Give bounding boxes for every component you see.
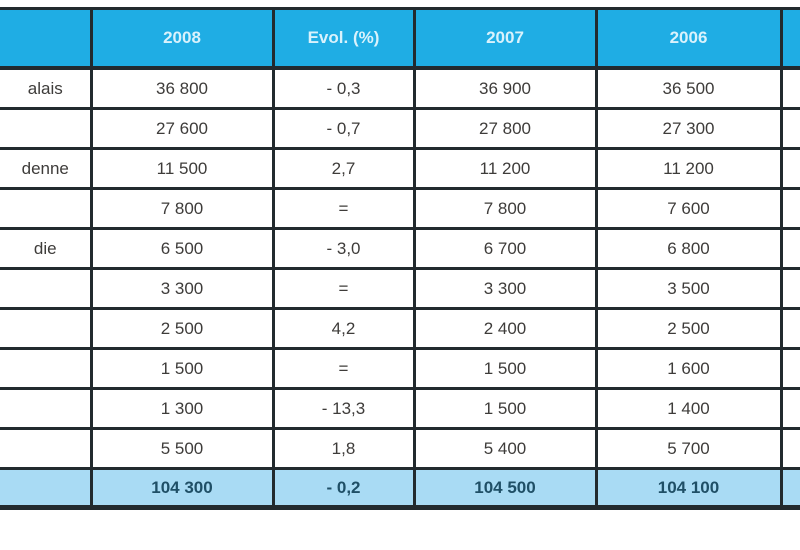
table-row: 2 500 4,2 2 400 2 500 <box>0 307 800 350</box>
value-2006-cell: 7 600 <box>594 187 783 230</box>
partial-cell <box>779 187 800 230</box>
value-2007-cell: 1 500 <box>412 347 598 390</box>
table-row: 1 500 = 1 500 1 600 <box>0 347 800 390</box>
value-2007-cell: 1 500 <box>412 387 598 430</box>
evol-cell: 1,8 <box>271 427 416 470</box>
table-header-row: 2008 Evol. (%) 2007 2006 <box>0 7 800 70</box>
table-row: 7 800 = 7 800 7 600 <box>0 187 800 230</box>
value-2008-cell: 1 300 <box>89 387 275 430</box>
value-2008-cell: 2 500 <box>89 307 275 350</box>
value-2007-cell: 11 200 <box>412 147 598 190</box>
partial-cell <box>779 427 800 470</box>
evol-cell: - 0,3 <box>271 66 416 110</box>
evol-cell: = <box>271 267 416 310</box>
partial-cell <box>779 307 800 350</box>
region-cell <box>0 307 93 350</box>
column-header-evol: Evol. (%) <box>271 7 416 70</box>
total-partial-cell <box>779 467 800 510</box>
region-cell <box>0 387 93 430</box>
partial-cell <box>779 107 800 150</box>
value-2007-cell: 27 800 <box>412 107 598 150</box>
evol-cell: - 13,3 <box>271 387 416 430</box>
region-cell: denne <box>0 147 93 190</box>
value-2007-cell: 3 300 <box>412 267 598 310</box>
table-row: 1 300 - 13,3 1 500 1 400 <box>0 387 800 430</box>
value-2007-cell: 5 400 <box>412 427 598 470</box>
table-row: 5 500 1,8 5 400 5 700 <box>0 427 800 470</box>
column-header-2007: 2007 <box>412 7 598 70</box>
evol-cell: - 0,7 <box>271 107 416 150</box>
partial-cell <box>779 387 800 430</box>
partial-cell <box>779 267 800 310</box>
value-2006-cell: 1 400 <box>594 387 783 430</box>
partial-cell <box>779 227 800 270</box>
total-region-cell <box>0 467 93 510</box>
column-header-region <box>0 7 93 70</box>
value-2006-cell: 2 500 <box>594 307 783 350</box>
partial-cell <box>779 347 800 390</box>
evol-cell: = <box>271 187 416 230</box>
region-cell <box>0 107 93 150</box>
value-2008-cell: 36 800 <box>89 66 275 110</box>
region-cell <box>0 347 93 390</box>
value-2008-cell: 3 300 <box>89 267 275 310</box>
table-row: die 6 500 - 3,0 6 700 6 800 <box>0 227 800 270</box>
table-row: 3 300 = 3 300 3 500 <box>0 267 800 310</box>
total-evol-cell: - 0,2 <box>271 467 416 510</box>
value-2006-cell: 27 300 <box>594 107 783 150</box>
statistics-table: 2008 Evol. (%) 2007 2006 alais 36 800 - … <box>0 7 800 510</box>
statistics-table-viewport: 2008 Evol. (%) 2007 2006 alais 36 800 - … <box>0 7 800 519</box>
table-total-row: 104 300 - 0,2 104 500 104 100 <box>0 467 800 510</box>
evol-cell: 2,7 <box>271 147 416 190</box>
value-2008-cell: 11 500 <box>89 147 275 190</box>
region-cell: alais <box>0 66 93 110</box>
column-header-2008: 2008 <box>89 7 275 70</box>
region-cell: die <box>0 227 93 270</box>
value-2007-cell: 2 400 <box>412 307 598 350</box>
table-row: denne 11 500 2,7 11 200 11 200 <box>0 147 800 190</box>
region-cell <box>0 267 93 310</box>
value-2007-cell: 6 700 <box>412 227 598 270</box>
value-2006-cell: 1 600 <box>594 347 783 390</box>
partial-cell <box>779 66 800 110</box>
table-row: alais 36 800 - 0,3 36 900 36 500 <box>0 66 800 110</box>
value-2006-cell: 6 800 <box>594 227 783 270</box>
value-2006-cell: 5 700 <box>594 427 783 470</box>
evol-cell: = <box>271 347 416 390</box>
value-2006-cell: 3 500 <box>594 267 783 310</box>
partial-cell <box>779 147 800 190</box>
evol-cell: 4,2 <box>271 307 416 350</box>
value-2008-cell: 5 500 <box>89 427 275 470</box>
column-header-2006: 2006 <box>594 7 783 70</box>
evol-cell: - 3,0 <box>271 227 416 270</box>
column-header-partial <box>779 7 800 70</box>
value-2008-cell: 1 500 <box>89 347 275 390</box>
total-2006-cell: 104 100 <box>594 467 783 510</box>
value-2008-cell: 7 800 <box>89 187 275 230</box>
region-cell <box>0 427 93 470</box>
value-2008-cell: 27 600 <box>89 107 275 150</box>
total-2008-cell: 104 300 <box>89 467 275 510</box>
value-2008-cell: 6 500 <box>89 227 275 270</box>
value-2006-cell: 36 500 <box>594 66 783 110</box>
total-2007-cell: 104 500 <box>412 467 598 510</box>
value-2006-cell: 11 200 <box>594 147 783 190</box>
value-2007-cell: 36 900 <box>412 66 598 110</box>
value-2007-cell: 7 800 <box>412 187 598 230</box>
table-row: 27 600 - 0,7 27 800 27 300 <box>0 107 800 150</box>
region-cell <box>0 187 93 230</box>
